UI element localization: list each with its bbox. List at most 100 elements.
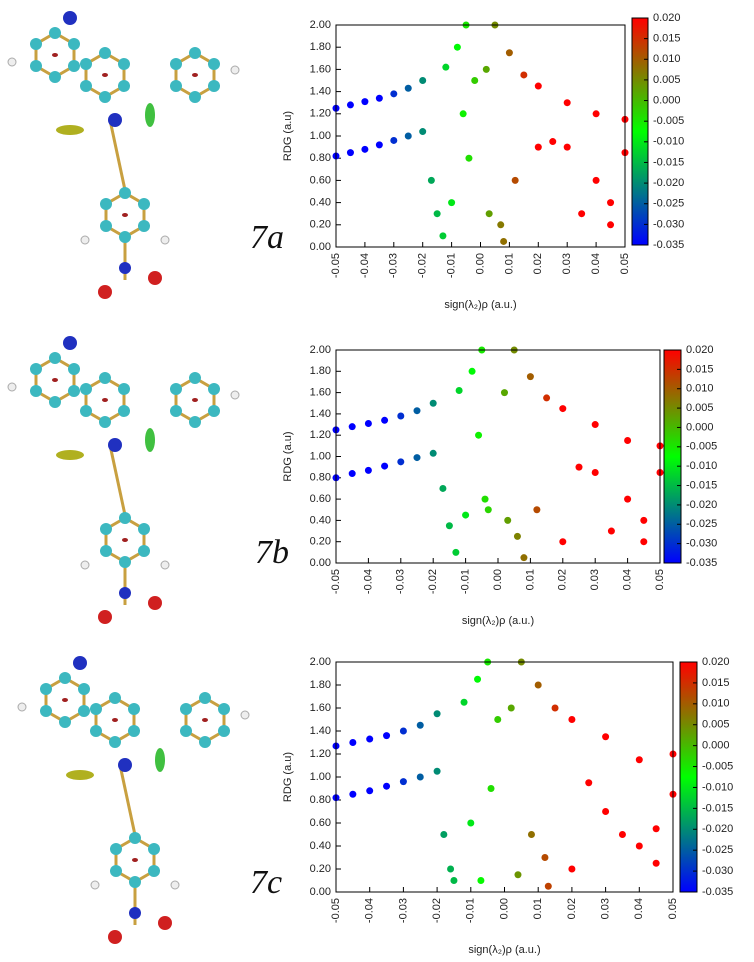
y-tick-label: 1.20 xyxy=(310,429,331,441)
point xyxy=(453,43,461,51)
point xyxy=(452,548,460,556)
colorbar-tick-label: -0.015 xyxy=(686,479,717,491)
point xyxy=(533,506,541,514)
point xyxy=(442,63,450,71)
y-tick-label: 0.80 xyxy=(310,152,331,164)
colorbar-tick-label: 0.020 xyxy=(702,656,730,668)
point xyxy=(640,538,648,546)
point xyxy=(440,831,448,838)
point xyxy=(607,199,615,207)
point xyxy=(375,141,383,149)
point xyxy=(450,877,458,884)
point xyxy=(534,143,542,151)
colorbar-tick-label: -0.030 xyxy=(653,218,684,230)
point xyxy=(575,463,583,471)
point xyxy=(592,110,600,118)
x-tick-label: -0.03 xyxy=(397,898,409,923)
point xyxy=(346,101,354,109)
point xyxy=(559,405,567,413)
point xyxy=(513,532,521,540)
point xyxy=(429,449,437,457)
x-tick-label: -0.01 xyxy=(460,569,472,594)
x-tick-label: -0.04 xyxy=(364,898,376,923)
y-tick-label: 0.20 xyxy=(310,219,331,231)
x-tick-label: 0.04 xyxy=(590,253,602,274)
point xyxy=(475,431,483,439)
y-tick-label: 0.60 xyxy=(310,493,331,505)
colorbar-tick-label: -0.030 xyxy=(702,865,733,877)
point xyxy=(624,437,632,445)
x-tick-label: -0.02 xyxy=(417,253,429,278)
colorbar-tick-label: -0.025 xyxy=(702,844,733,856)
point xyxy=(413,454,421,462)
point xyxy=(404,84,412,92)
point xyxy=(361,98,369,106)
x-tick-label: 0.02 xyxy=(557,569,569,590)
x-tick-label: -0.01 xyxy=(446,253,458,278)
point xyxy=(652,825,660,833)
colorbar-tick-label: -0.020 xyxy=(653,177,684,189)
colorbar-tick-label: -0.005 xyxy=(702,760,733,772)
colorbar-tick-label: 0.015 xyxy=(653,33,681,45)
point xyxy=(482,65,490,73)
point xyxy=(485,210,493,218)
y-tick-label: 0.80 xyxy=(310,794,331,806)
panel-label: 7c xyxy=(250,864,282,901)
colorbar-tick-label: 0.010 xyxy=(653,53,681,65)
point xyxy=(448,199,456,207)
point xyxy=(349,739,357,746)
point xyxy=(520,554,528,562)
point xyxy=(497,221,505,229)
point xyxy=(399,727,407,735)
point xyxy=(549,138,557,146)
point xyxy=(381,416,389,424)
x-tick-label: 0.05 xyxy=(654,569,666,590)
y-tick-label: 1.40 xyxy=(310,725,331,737)
point xyxy=(494,716,502,723)
y-tick-label: 0.00 xyxy=(310,886,331,898)
y-tick-label: 2.00 xyxy=(310,656,331,668)
point xyxy=(383,732,391,740)
x-tick-label: 0.01 xyxy=(524,569,536,590)
panel-label: 7a xyxy=(250,219,284,256)
colorbar xyxy=(631,17,649,246)
x-axis-label: sign(λ₂)ρ (a.u.) xyxy=(444,299,516,311)
x-tick-label: -0.02 xyxy=(427,569,439,594)
x-tick-label: 0.00 xyxy=(498,898,510,919)
y-tick-label: 1.00 xyxy=(310,450,331,462)
y-tick-label: 1.60 xyxy=(310,702,331,714)
colorbar-tick-label: -0.020 xyxy=(702,823,733,835)
point xyxy=(563,99,571,107)
point xyxy=(439,232,447,240)
point xyxy=(481,495,489,503)
point xyxy=(447,865,455,873)
point xyxy=(462,511,470,519)
colorbar-tick-label: -0.025 xyxy=(653,198,684,210)
x-tick-label: -0.05 xyxy=(330,569,342,594)
point xyxy=(487,785,495,792)
point xyxy=(433,210,441,218)
point xyxy=(544,882,552,890)
point xyxy=(346,149,354,157)
molecule-7c xyxy=(18,656,249,944)
colorbar-tick-label: -0.035 xyxy=(653,239,684,251)
point xyxy=(578,210,586,218)
point xyxy=(366,735,374,743)
colorbar-tick-label: -0.035 xyxy=(702,886,733,898)
y-tick-label: 1.80 xyxy=(310,679,331,691)
y-tick-label: 1.60 xyxy=(310,63,331,75)
point xyxy=(383,782,391,790)
y-tick-label: 1.00 xyxy=(310,130,331,142)
colorbar-tick-label: 0.000 xyxy=(702,740,730,752)
y-tick-label: 0.00 xyxy=(310,557,331,569)
x-tick-label: -0.01 xyxy=(465,898,477,923)
colorbar-tick-label: 0.005 xyxy=(686,402,714,414)
y-tick-label: 0.40 xyxy=(310,197,331,209)
x-tick-label: 0.01 xyxy=(503,253,515,274)
colorbar-tick-label: -0.005 xyxy=(653,115,684,127)
point xyxy=(416,721,424,729)
point xyxy=(413,407,421,415)
point xyxy=(484,506,492,514)
point xyxy=(568,865,576,873)
